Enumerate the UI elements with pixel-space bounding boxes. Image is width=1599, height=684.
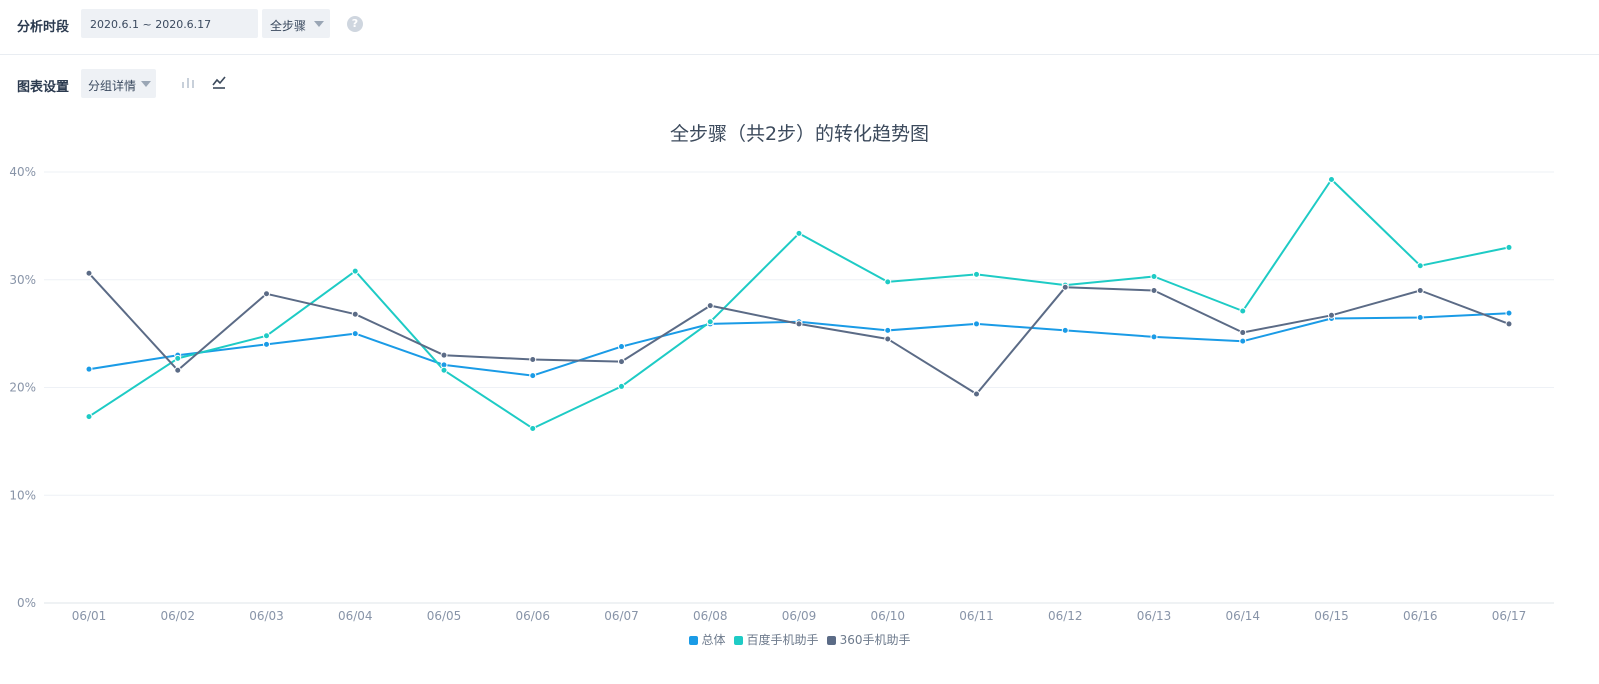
data-point[interactable] bbox=[1150, 333, 1158, 341]
data-point[interactable] bbox=[618, 358, 625, 366]
data-point[interactable] bbox=[351, 330, 359, 338]
x-tick-label: 06/03 bbox=[249, 609, 284, 623]
legend-item-2[interactable]: 360手机助手 bbox=[826, 631, 911, 648]
data-point[interactable] bbox=[1061, 283, 1069, 291]
data-point[interactable] bbox=[529, 372, 537, 380]
filter-bar: 分析时段 2020.6.1 ~ 2020.6.17 全步骤 ? bbox=[0, 0, 1599, 55]
step-select[interactable]: 全步骤 bbox=[262, 9, 330, 38]
data-point[interactable] bbox=[618, 382, 625, 390]
data-point[interactable] bbox=[1505, 320, 1513, 328]
group-select[interactable]: 分组详情 bbox=[81, 69, 156, 98]
x-tick-label: 06/09 bbox=[782, 609, 817, 623]
data-point[interactable] bbox=[85, 365, 93, 373]
step-select-value: 全步骤 bbox=[270, 19, 307, 33]
chevron-down-icon bbox=[314, 21, 324, 27]
legend-label: 360手机助手 bbox=[839, 633, 911, 647]
data-point[interactable] bbox=[1061, 326, 1069, 334]
x-tick-label: 06/05 bbox=[427, 609, 462, 623]
data-point[interactable] bbox=[263, 332, 270, 340]
line-chart-icon[interactable] bbox=[211, 74, 227, 90]
data-point[interactable] bbox=[706, 302, 714, 310]
y-tick-label: 0% bbox=[17, 596, 36, 610]
data-point[interactable] bbox=[1328, 176, 1335, 184]
data-point[interactable] bbox=[1239, 337, 1247, 345]
data-point[interactable] bbox=[174, 354, 182, 362]
data-point[interactable] bbox=[706, 318, 714, 326]
data-point[interactable] bbox=[973, 320, 980, 328]
legend-swatch bbox=[688, 636, 698, 645]
data-point[interactable] bbox=[1416, 262, 1424, 270]
series-line-1 bbox=[88, 178, 1510, 430]
data-point[interactable] bbox=[351, 310, 359, 318]
x-tick-label: 06/16 bbox=[1403, 609, 1438, 623]
data-point[interactable] bbox=[795, 229, 803, 237]
legend-label: 百度手机助手 bbox=[746, 633, 819, 647]
x-tick-label: 06/13 bbox=[1137, 609, 1172, 623]
x-tick-label: 06/08 bbox=[693, 609, 728, 623]
x-tick-label: 06/01 bbox=[72, 609, 107, 623]
y-tick-label: 30% bbox=[9, 273, 36, 287]
chevron-down-icon bbox=[141, 81, 151, 87]
data-point[interactable] bbox=[1505, 243, 1513, 251]
chart-settings-label: 图表设置 bbox=[17, 80, 70, 95]
chart-title: 全步骤（共2步）的转化趋势图 bbox=[669, 123, 930, 145]
legend-swatch bbox=[733, 636, 743, 645]
legend-item-1[interactable]: 百度手机助手 bbox=[733, 631, 819, 648]
x-tick-label: 06/10 bbox=[870, 609, 905, 623]
legend-item-0[interactable]: 总体 bbox=[688, 631, 726, 648]
data-point[interactable] bbox=[1239, 307, 1247, 315]
data-point[interactable] bbox=[1416, 287, 1424, 295]
data-point[interactable] bbox=[440, 366, 448, 374]
bar-chart-icon[interactable] bbox=[181, 75, 195, 89]
data-point[interactable] bbox=[1416, 313, 1424, 321]
chart-legend: 总体 百度手机助手 360手机助手 bbox=[0, 631, 1599, 648]
x-tick-label: 06/07 bbox=[604, 609, 639, 623]
chart-settings-bar: 图表设置 分组详情 bbox=[0, 55, 1599, 113]
data-point[interactable] bbox=[884, 326, 892, 334]
data-point[interactable] bbox=[973, 390, 980, 398]
data-point[interactable] bbox=[1505, 309, 1513, 317]
x-tick-label: 06/15 bbox=[1314, 609, 1349, 623]
data-point[interactable] bbox=[529, 355, 537, 363]
x-tick-label: 06/14 bbox=[1225, 609, 1260, 623]
series-line-2 bbox=[88, 272, 1510, 395]
data-point[interactable] bbox=[85, 269, 93, 277]
data-point[interactable] bbox=[884, 335, 892, 343]
data-point[interactable] bbox=[174, 366, 182, 374]
date-range-value: 2020.6.1 ~ 2020.6.17 bbox=[90, 18, 212, 31]
x-tick-label: 06/12 bbox=[1048, 609, 1083, 623]
y-tick-label: 10% bbox=[9, 488, 36, 502]
data-point[interactable] bbox=[1328, 311, 1335, 319]
question-circle-icon[interactable]: ? bbox=[347, 16, 363, 32]
data-point[interactable] bbox=[795, 320, 803, 328]
y-tick-label: 20% bbox=[9, 381, 36, 395]
data-point[interactable] bbox=[973, 270, 980, 278]
group-select-value: 分组详情 bbox=[88, 79, 137, 93]
y-tick-label: 40% bbox=[9, 165, 36, 179]
data-point[interactable] bbox=[85, 413, 93, 421]
x-tick-label: 06/06 bbox=[515, 609, 550, 623]
data-point[interactable] bbox=[440, 351, 448, 359]
data-point[interactable] bbox=[618, 343, 625, 351]
data-point[interactable] bbox=[351, 267, 359, 275]
data-point[interactable] bbox=[1150, 287, 1158, 295]
data-point[interactable] bbox=[529, 424, 537, 432]
x-tick-label: 06/17 bbox=[1492, 609, 1527, 623]
x-tick-label: 06/04 bbox=[338, 609, 373, 623]
legend-label: 总体 bbox=[701, 633, 726, 647]
legend-swatch bbox=[826, 636, 836, 645]
data-point[interactable] bbox=[1239, 329, 1247, 337]
data-point[interactable] bbox=[1150, 273, 1158, 281]
data-point[interactable] bbox=[263, 290, 270, 298]
data-point[interactable] bbox=[263, 340, 270, 348]
x-tick-label: 06/02 bbox=[160, 609, 195, 623]
date-range-picker[interactable]: 2020.6.1 ~ 2020.6.17 bbox=[81, 9, 258, 38]
data-point[interactable] bbox=[884, 278, 892, 286]
x-tick-label: 06/11 bbox=[959, 609, 994, 623]
period-label: 分析时段 bbox=[17, 20, 70, 35]
